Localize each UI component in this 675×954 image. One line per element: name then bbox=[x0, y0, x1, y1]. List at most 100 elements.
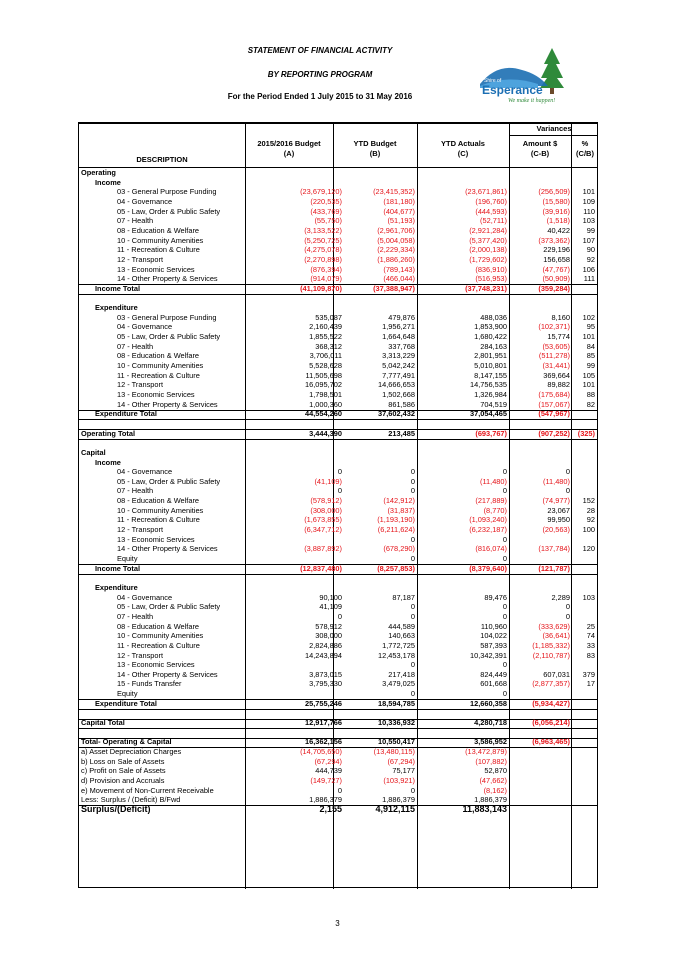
variance-pct-cell: 100 bbox=[582, 525, 595, 535]
row-label: 07 - Health bbox=[117, 341, 154, 351]
variance-amount-cell: 156,658 bbox=[543, 254, 570, 264]
ytd-budget-cell: 1,772,725 bbox=[382, 640, 415, 650]
ytd-actuals-cell: (37,748,231) bbox=[465, 283, 507, 293]
table-row bbox=[79, 573, 597, 582]
table-row: Expenditure Total 44,554,260 37,602,432 37,… bbox=[79, 409, 597, 418]
variance-amount-cell: (15,580) bbox=[542, 196, 570, 206]
ytd-budget-cell: 0 bbox=[410, 476, 415, 486]
wave-icon bbox=[480, 79, 538, 88]
variance-amount-cell: 99,950 bbox=[547, 515, 570, 525]
budget-cell: (4,275,078) bbox=[304, 245, 342, 255]
variance-pct-cell: (325) bbox=[577, 428, 595, 438]
row-label: Surplus/(Deficit) bbox=[81, 803, 151, 814]
ytd-budget-cell: (67,294) bbox=[387, 756, 415, 766]
table-row: Income bbox=[79, 458, 597, 467]
variance-amount-cell: 23,067 bbox=[547, 505, 570, 515]
ytd-actuals-cell: (5,377,420) bbox=[469, 235, 507, 245]
table-row bbox=[79, 419, 597, 428]
row-label: 07 - Health bbox=[117, 216, 154, 226]
budget-cell: (41,109) bbox=[314, 476, 342, 486]
row-label: 13 - Economic Services bbox=[117, 264, 195, 274]
variance-amount-cell: 15,774 bbox=[547, 332, 570, 342]
table-row: 05 - Law, Order & Public Safety 1,855,522… bbox=[79, 332, 597, 341]
ytd-actuals-cell: (2,000,138) bbox=[469, 245, 507, 255]
table-row: 14 - Other Property & Services 3,873,015 2… bbox=[79, 670, 597, 679]
table-row: Expenditure bbox=[79, 303, 597, 312]
budget-cell: 1,798,501 bbox=[309, 389, 342, 399]
variance-pct-cell: 92 bbox=[586, 254, 595, 264]
variance-amount-cell: 89,882 bbox=[547, 380, 570, 390]
row-label: 12 - Transport bbox=[117, 254, 164, 264]
variance-amount-cell: (373,362) bbox=[538, 235, 570, 245]
ytd-budget-cell: 140,663 bbox=[388, 631, 415, 641]
row-label: Capital bbox=[81, 447, 106, 457]
row-label: 12 - Transport bbox=[117, 525, 164, 535]
budget-cell: 0 bbox=[337, 611, 342, 621]
ytd-actuals-cell: 89,476 bbox=[484, 592, 507, 602]
budget-cell: (14,705,650) bbox=[300, 747, 342, 756]
budget-cell: 3,706,011 bbox=[309, 351, 342, 361]
ytd-budget-cell: (5,004,058) bbox=[377, 235, 415, 245]
ytd-actuals-cell: 601,668 bbox=[480, 679, 507, 689]
row-label: 05 - Law, Order & Public Safety bbox=[117, 602, 221, 612]
budget-cell: (3,133,522) bbox=[304, 225, 342, 235]
ytd-budget-cell: 0 bbox=[410, 534, 415, 544]
row-label: 10 - Community Amenities bbox=[117, 361, 204, 370]
col-divider bbox=[509, 123, 510, 889]
row-label: Equity bbox=[117, 554, 138, 563]
budget-cell: 5,528,628 bbox=[309, 361, 342, 370]
ytd-actuals-cell: (23,671,861) bbox=[465, 187, 507, 197]
ytd-budget-cell: 0 bbox=[410, 602, 415, 612]
budget-cell: 12,917,766 bbox=[305, 718, 342, 728]
ytd-budget-cell: 0 bbox=[410, 785, 415, 795]
budget-cell: (67,294) bbox=[314, 756, 342, 766]
budget-cell: 1,855,522 bbox=[309, 332, 342, 342]
variance-pct-cell: 379 bbox=[582, 669, 595, 679]
ytd-actuals-cell: 4,280,718 bbox=[474, 718, 507, 728]
ytd-budget-cell: (789,143) bbox=[383, 264, 415, 274]
budget-cell: 3,795,330 bbox=[309, 679, 342, 689]
row-label: Expenditure Total bbox=[95, 409, 157, 419]
table-row: 14 - Other Property & Services 1,000,360 8… bbox=[79, 400, 597, 409]
table-row: Expenditure Total 25,755,246 18,594,785 12,… bbox=[79, 699, 597, 708]
variance-amount-cell: (121,787) bbox=[538, 563, 570, 573]
ytd-actuals-cell: 110,960 bbox=[480, 621, 507, 631]
ytd-actuals-cell: 10,342,391 bbox=[470, 650, 507, 660]
col-divider bbox=[333, 123, 334, 889]
ytd-budget-cell: 337,768 bbox=[388, 341, 415, 351]
variance-amount-cell: (137,784) bbox=[538, 544, 570, 554]
ytd-actuals-cell: 1,680,422 bbox=[474, 332, 507, 342]
variance-amount-cell: (20,563) bbox=[542, 525, 570, 535]
row-label: 14 - Other Property & Services bbox=[117, 399, 218, 409]
ytd-actuals-cell: 284,163 bbox=[480, 341, 507, 351]
row-label: c) Profit on Sale of Assets bbox=[81, 766, 166, 776]
variance-amount-cell: (31,441) bbox=[542, 361, 570, 370]
ytd-actuals-cell: (196,760) bbox=[475, 196, 507, 206]
table-row: 07 - Health 368,312 337,768 284,163 (53,605)… bbox=[79, 342, 597, 351]
variance-amount-cell: (6,056,214) bbox=[532, 718, 570, 728]
ytd-actuals-cell: (1,729,602) bbox=[469, 254, 507, 264]
table-row: Income Total (12,837,480) (8,257,853) (8,37… bbox=[79, 564, 597, 573]
table-row: 04 - Governance 2,160,439 1,956,271 1,853,9… bbox=[79, 322, 597, 331]
table-row: 10 - Community Amenities 308,000 140,663 10… bbox=[79, 631, 597, 640]
row-label: Equity bbox=[117, 689, 138, 699]
ytd-budget-cell: 12,453,178 bbox=[378, 650, 415, 660]
budget-cell: 44,554,260 bbox=[305, 409, 342, 419]
ytd-actuals-cell: (47,662) bbox=[479, 775, 507, 785]
row-label: 10 - Community Amenities bbox=[117, 235, 204, 245]
variance-amount-cell: 0 bbox=[565, 467, 570, 477]
table-row: 10 - Community Amenities (308,000) (31,837… bbox=[79, 506, 597, 515]
variance-pct-cell: 33 bbox=[586, 640, 595, 650]
ytd-actuals-cell: 14,756,535 bbox=[470, 380, 507, 390]
budget-header: 2015/2016 Budget (A) bbox=[257, 139, 321, 158]
budget-cell: 25,755,246 bbox=[305, 698, 342, 708]
ytd-budget-cell: 0 bbox=[410, 467, 415, 477]
variance-amount-cell: 0 bbox=[565, 486, 570, 496]
ytd-actuals-cell: 52,870 bbox=[484, 766, 507, 776]
table-row: 08 - Education & Welfare 578,912 444,589 11… bbox=[79, 622, 597, 631]
amount-header: Amount $ (C-B) bbox=[522, 139, 558, 158]
variance-pct-cell: 82 bbox=[586, 399, 595, 409]
ytd-budget-cell: 0 bbox=[410, 611, 415, 621]
table-row: Surplus/(Deficit) 2,155 4,912,115 11,883,14… bbox=[79, 803, 597, 814]
ytd-budget-cell: 1,886,379 bbox=[382, 795, 415, 805]
